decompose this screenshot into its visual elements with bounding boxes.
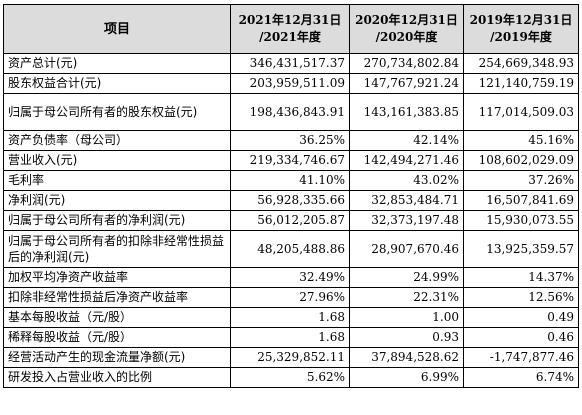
cell-2019: 0.46 [463,327,579,348]
cell-2019: 13,925,359.57 [463,230,579,268]
cell-2021: 36.25% [230,130,350,151]
table-row: 资产总计(元) 346,431,517.37 270,734,802.84 25… [3,53,579,74]
cell-2020: 37,894,528.62 [349,347,464,368]
table-row: 毛利率 41.10% 43.02% 37.26% [3,170,579,191]
row-label: 研发投入占营业收入的比例 [3,367,231,388]
cell-2019: 117,014,509.03 [463,93,579,131]
row-label: 经营活动产生的现金流量净额(元) [3,347,231,368]
header-2020: 2020年12月31日 /2020年度 [349,4,464,54]
cell-2019: 45.16% [463,130,579,151]
cell-2020: 6.99% [349,367,464,388]
row-label: 资产负债率（母公司） [3,130,231,151]
cell-2021: 41.10% [230,170,350,191]
table-row: 扣除非经常性损益后净资产收益率 27.96% 22.31% 12.56% [3,287,579,308]
header-2021-line1: 2021年12月31日 [238,13,342,27]
cell-2020: 22.31% [349,287,464,308]
cell-2019: 121,140,759.19 [463,73,579,94]
cell-2019: 108,602,029.09 [463,150,579,171]
cell-2020: 1.00 [349,307,464,328]
header-2019-line1: 2019年12月31日 [469,13,573,27]
header-2019: 2019年12月31日 /2019年度 [463,4,579,54]
cell-2021: 219,334,746.67 [230,150,350,171]
cell-2019: 37.26% [463,170,579,191]
cell-2021: 27.96% [230,287,350,308]
header-2021: 2021年12月31日 /2021年度 [230,4,350,54]
table-row: 研发投入占营业收入的比例 5.62% 6.99% 6.74% [3,367,579,388]
cell-2020: 32,373,197.48 [349,210,464,231]
table-row: 归属于母公司所有者的扣除非经常性损益后的净利润(元) 48,205,488.86… [3,230,579,268]
cell-2020: 142,494,271.46 [349,150,464,171]
cell-2020: 24.99% [349,267,464,288]
cell-2020: 147,767,921.24 [349,73,464,94]
header-2019-line2: /2019年度 [490,30,552,44]
row-label: 净利润(元) [3,190,231,211]
cell-2019: 6.74% [463,367,579,388]
cell-2020: 270,734,802.84 [349,53,464,74]
header-item-text: 项目 [103,21,130,37]
header-2020-line2: /2020年度 [375,30,438,44]
cell-2019: 0.49 [463,307,579,328]
cell-2019: 14.37% [463,267,579,288]
table-row: 归属于母公司所有者的净利润(元) 56,012,205.87 32,373,19… [3,210,579,231]
cell-2019: 12.56% [463,287,579,308]
financial-table-container: 项目 2021年12月31日 /2021年度 2020年12月31日 /2020… [3,4,579,388]
table-row: 资产负债率（母公司） 36.25% 42.14% 45.16% [3,130,579,151]
table-row: 稀释每股收益（元/股） 1.68 0.93 0.46 [3,327,579,348]
financial-summary-table: 项目 2021年12月31日 /2021年度 2020年12月31日 /2020… [3,4,579,388]
cell-2021: 203,959,511.09 [230,73,350,94]
row-label: 股东权益合计(元) [3,73,231,94]
cell-2020: 28,907,670.46 [349,230,464,268]
table-row: 股东权益合计(元) 203,959,511.09 147,767,921.24 … [3,73,579,94]
row-label: 营业收入(元) [3,150,231,171]
row-label: 加权平均净资产收益率 [3,267,231,288]
cell-2021: 198,436,843.91 [230,93,350,131]
cell-2021: 25,329,852.11 [230,347,350,368]
row-label: 毛利率 [3,170,231,191]
row-label: 基本每股收益（元/股） [3,307,231,328]
table-row: 基本每股收益（元/股） 1.68 1.00 0.49 [3,307,579,328]
cell-2020: 0.93 [349,327,464,348]
table-row: 净利润(元) 56,928,335.66 32,853,484.71 16,50… [3,190,579,211]
cell-2021: 346,431,517.37 [230,53,350,74]
row-label: 归属于母公司所有者的扣除非经常性损益后的净利润(元) [3,230,231,268]
row-label: 归属于母公司所有者的股东权益(元) [3,93,231,131]
cell-2021: 1.68 [230,327,350,348]
cell-2020: 42.14% [349,130,464,151]
table-row: 加权平均净资产收益率 32.49% 24.99% 14.37% [3,267,579,288]
cell-2020: 32,853,484.71 [349,190,464,211]
cell-2021: 56,928,335.66 [230,190,350,211]
header-2021-line2: /2021年度 [259,30,321,44]
cell-2021: 5.62% [230,367,350,388]
row-label: 扣除非经常性损益后净资产收益率 [3,287,231,308]
cell-2021: 48,205,488.86 [230,230,350,268]
cell-2021: 1.68 [230,307,350,328]
row-label: 归属于母公司所有者的净利润(元) [3,210,231,231]
cell-2020: 43.02% [349,170,464,191]
row-label: 资产总计(元) [3,53,231,74]
header-row: 项目 2021年12月31日 /2021年度 2020年12月31日 /2020… [3,4,579,54]
cell-2019: 15,930,073.55 [463,210,579,231]
cell-2019: 16,507,841.69 [463,190,579,211]
table-row: 经营活动产生的现金流量净额(元) 25,329,852.11 37,894,52… [3,347,579,368]
header-2020-line1: 2020年12月31日 [355,13,458,27]
header-item: 项目 [3,4,231,54]
cell-2021: 32.49% [230,267,350,288]
cell-2021: 56,012,205.87 [230,210,350,231]
table-row: 归属于母公司所有者的股东权益(元) 198,436,843.91 143,161… [3,93,579,131]
row-label: 稀释每股收益（元/股） [3,327,231,348]
cell-2020: 143,161,383.85 [349,93,464,131]
table-row: 营业收入(元) 219,334,746.67 142,494,271.46 10… [3,150,579,171]
cell-2019: -1,747,877.46 [463,347,579,368]
cell-2019: 254,669,348.93 [463,53,579,74]
